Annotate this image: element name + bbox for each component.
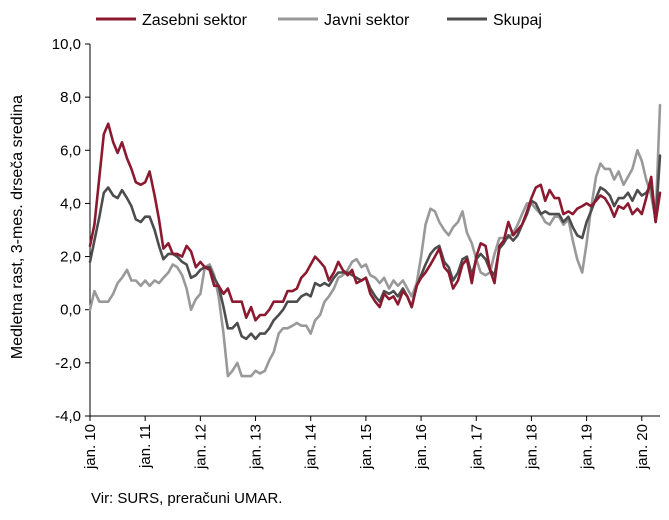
y-tick-label: 4,0 [60,195,81,212]
x-tick-label: jan. 10 [82,424,99,470]
y-tick-label: 8,0 [60,89,81,106]
y-axis-title: Medletna rast, 3-mes. drseča sredina [9,95,26,359]
x-tick-label: jan. 11 [137,424,154,469]
x-tick-label: jan. 12 [192,424,209,470]
x-tick-label: jan. 17 [468,424,485,470]
y-tick-label: 6,0 [60,142,81,159]
x-tick-label: jan. 15 [358,424,375,470]
chart-legend: Zasebni sektor Javni sektor Skupaj [96,12,542,29]
y-tick-label: -2,0 [55,355,81,372]
x-axis: jan. 10 jan. 11 jan. 12 jan. 13 jan. 14 jan. … [82,416,651,470]
legend-label-2: Skupaj [493,12,542,29]
y-axis: 10,0 8,0 6,0 4,0 2,0 0,0 -2,0 -4,0 [52,36,90,425]
y-tick-label: 2,0 [60,249,81,266]
series-layer [88,103,662,378]
series-line-0 [88,122,662,322]
series-line-2 [88,154,662,341]
legend-label-0: Zasebni sektor [142,12,248,29]
x-tick-label: jan. 14 [303,424,320,470]
x-tick-label: jan. 19 [579,424,596,470]
y-tick-label: -4,0 [55,408,81,425]
legend-label-1: Javni sektor [324,12,410,29]
series-line-1 [88,103,662,378]
y-tick-label: 10,0 [52,36,81,53]
x-tick-label: jan. 18 [523,424,540,470]
plot-frame [89,44,660,417]
x-tick-label: jan. 16 [413,424,430,470]
y-tick-label: 0,0 [60,302,81,319]
x-tick-label: jan. 20 [634,424,651,470]
source-note: Vir: SURS, preračuni UMAR. [91,490,283,507]
x-tick-label: jan. 13 [248,424,265,470]
